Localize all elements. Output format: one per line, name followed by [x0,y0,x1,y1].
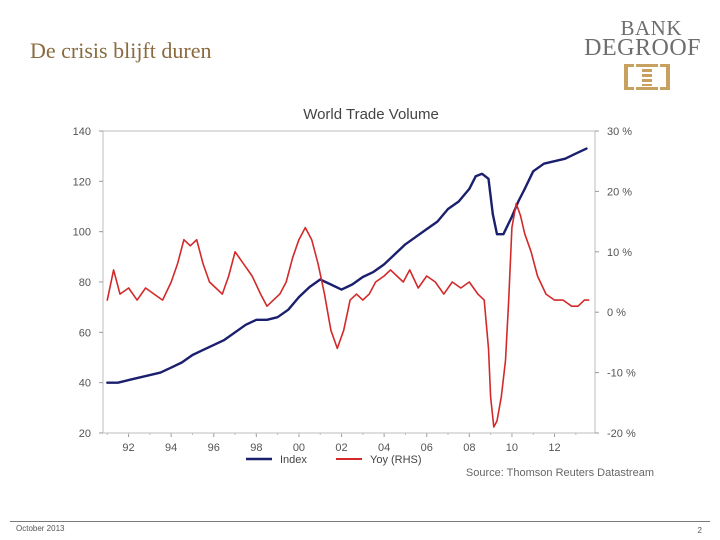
left-tick-label: 60 [79,327,91,339]
world-trade-chart: World Trade Volume 20 40 60 80 100 120 140 -20… [73,106,654,478]
footer-divider [10,521,710,522]
chart-source: Source: Thomson Reuters Datastream [466,467,654,478]
chart-title: World Trade Volume [303,106,439,123]
right-axis: -20 % -10 % 0 % 10 % 20 % 30 % [595,126,636,440]
bank-logo: BANK DEGROOF [584,16,704,96]
plot-frame [102,130,596,434]
right-tick-label: 20 % [607,186,632,198]
x-tick-label: 92 [122,442,134,454]
x-tick-label: 06 [421,442,433,454]
x-axis: 92 94 96 98 00 02 04 06 08 10 12 [106,433,577,454]
left-axis: 20 40 60 80 100 120 140 [73,126,103,440]
x-tick-label: 00 [293,442,305,454]
footer-date: October 2013 [16,524,65,533]
right-tick-label: 0 % [607,307,626,319]
right-tick-label: 10 % [607,247,632,259]
x-tick-label: 94 [165,442,177,454]
x-tick-label: 04 [378,442,390,454]
series-line-index [106,147,588,384]
legend-label-yoy: Yoy (RHS) [370,454,422,466]
right-tick-label: 30 % [607,126,632,138]
right-tick-label: -20 % [607,428,636,440]
left-tick-label: 120 [73,176,91,188]
degroof-emblem-icon [624,64,670,90]
x-tick-label: 10 [506,442,518,454]
chart-legend: Index Yoy (RHS) [246,454,422,466]
logo-text-degroof: DEGROOF [584,35,701,61]
left-tick-label: 80 [79,277,91,289]
page-number: 2 [697,526,702,535]
series-group [106,147,590,428]
x-tick-label: 12 [548,442,560,454]
x-tick-label: 98 [250,442,262,454]
series-line-yoy [106,202,590,428]
logo-text-bank: BANK [620,16,682,40]
legend-label-index: Index [280,454,307,466]
slide-title: De crisis blijft duren [30,38,212,63]
x-tick-label: 08 [463,442,475,454]
right-tick-label: -10 % [607,368,636,380]
left-tick-label: 140 [73,126,91,138]
x-tick-label: 02 [335,442,347,454]
x-tick-label: 96 [208,442,220,454]
left-tick-label: 100 [73,227,91,239]
left-tick-label: 40 [79,378,91,390]
left-tick-label: 20 [79,428,91,440]
